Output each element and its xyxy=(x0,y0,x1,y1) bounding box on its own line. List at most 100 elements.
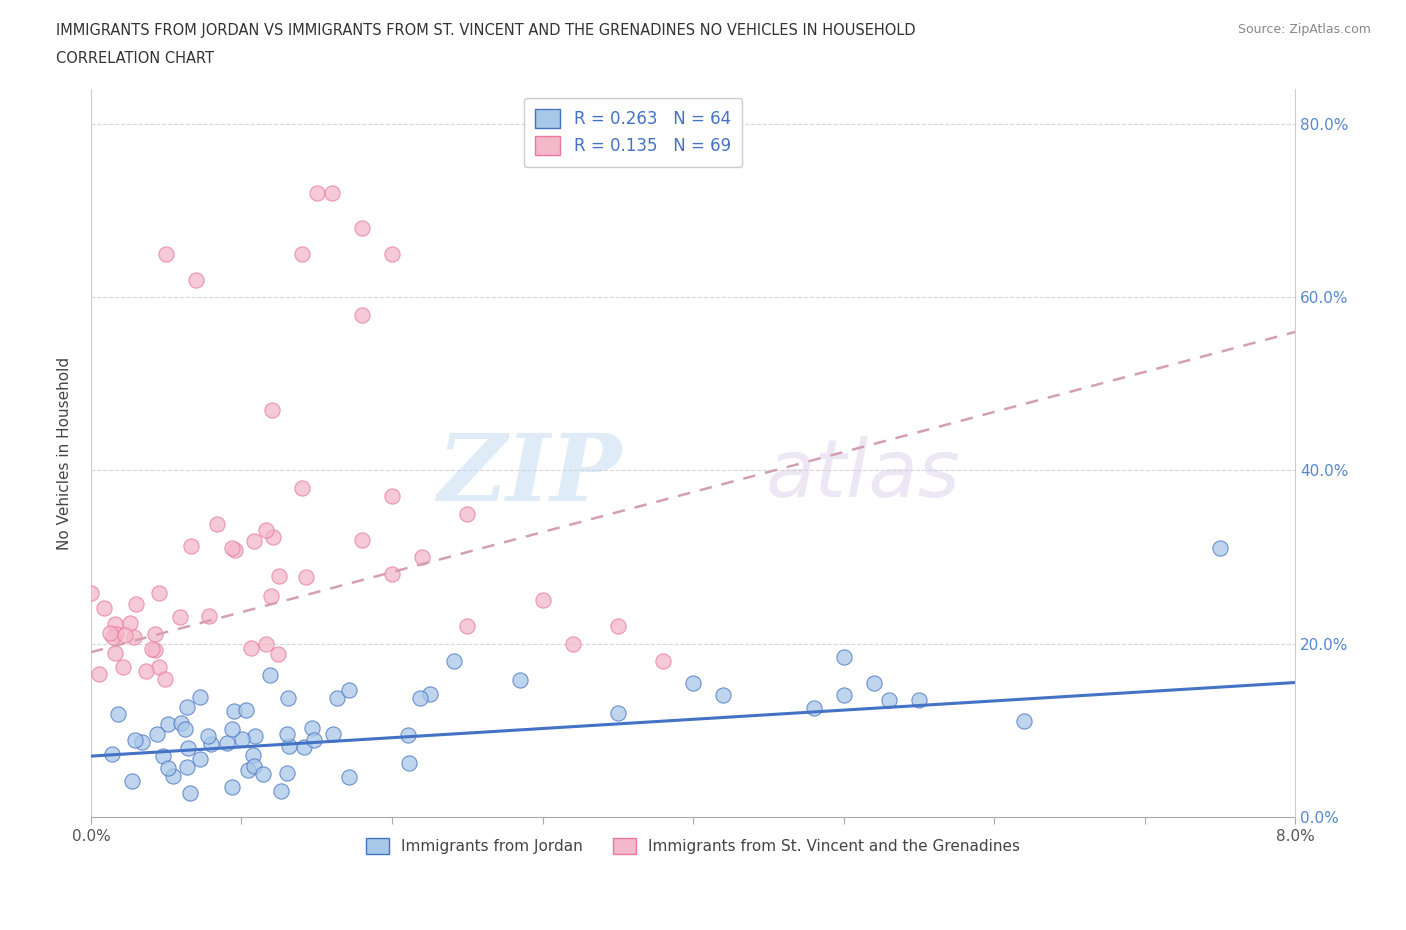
Point xyxy=(221,722,243,737)
Point xyxy=(169,610,191,625)
Point xyxy=(238,763,260,777)
Point xyxy=(1014,714,1036,729)
Point xyxy=(188,689,211,704)
Point xyxy=(267,646,290,661)
Point xyxy=(80,585,103,600)
Point xyxy=(143,643,166,658)
Point xyxy=(188,751,211,766)
Point xyxy=(93,601,115,616)
Point xyxy=(221,541,243,556)
Point xyxy=(803,701,825,716)
Point xyxy=(98,626,121,641)
Point xyxy=(125,597,148,612)
Text: CORRELATION CHART: CORRELATION CHART xyxy=(56,51,214,66)
Point xyxy=(176,760,198,775)
Point xyxy=(112,660,135,675)
Point xyxy=(217,736,239,751)
Point xyxy=(205,517,228,532)
Point xyxy=(221,780,243,795)
Point xyxy=(350,532,373,547)
Point xyxy=(105,627,128,642)
Point xyxy=(276,766,298,781)
Point xyxy=(509,672,531,687)
Point xyxy=(114,627,136,642)
Point xyxy=(124,630,146,644)
Point xyxy=(291,246,314,261)
Text: Source: ZipAtlas.com: Source: ZipAtlas.com xyxy=(1237,23,1371,36)
Point xyxy=(124,733,146,748)
Point xyxy=(456,506,478,521)
Point xyxy=(157,761,180,776)
Point xyxy=(682,675,704,690)
Point xyxy=(101,630,124,644)
Point xyxy=(396,727,419,742)
Point xyxy=(877,692,900,707)
Point xyxy=(1209,541,1232,556)
Point xyxy=(381,489,404,504)
Point xyxy=(606,705,628,720)
Y-axis label: No Vehicles in Household: No Vehicles in Household xyxy=(58,356,72,550)
Point xyxy=(832,688,855,703)
Point xyxy=(121,774,143,789)
Point xyxy=(162,768,184,783)
Point xyxy=(243,758,266,773)
Point xyxy=(179,786,201,801)
Point xyxy=(174,721,197,736)
Point xyxy=(276,726,298,741)
Point xyxy=(146,726,169,741)
Point xyxy=(107,706,129,721)
Point xyxy=(908,692,931,707)
Point xyxy=(277,739,299,754)
Point xyxy=(350,307,373,322)
Point xyxy=(243,728,266,743)
Point xyxy=(321,186,343,201)
Point xyxy=(224,542,246,557)
Point xyxy=(270,783,292,798)
Point xyxy=(337,769,360,784)
Point xyxy=(305,186,328,201)
Point xyxy=(224,704,246,719)
Point xyxy=(863,675,886,690)
Point xyxy=(606,618,628,633)
Point xyxy=(141,642,163,657)
Point xyxy=(291,480,314,495)
Point xyxy=(104,645,127,660)
Point xyxy=(832,649,855,664)
Point xyxy=(652,654,675,669)
Point xyxy=(260,589,283,604)
Point xyxy=(131,735,153,750)
Point xyxy=(531,592,554,607)
Point xyxy=(252,766,274,781)
Point xyxy=(419,687,441,702)
Point xyxy=(148,586,170,601)
Point xyxy=(231,731,253,746)
Point xyxy=(170,715,193,730)
Point xyxy=(87,667,110,682)
Point xyxy=(711,688,734,703)
Point xyxy=(186,272,208,287)
Point xyxy=(456,618,478,633)
Point xyxy=(197,728,219,743)
Point xyxy=(409,691,432,706)
Point xyxy=(135,664,157,679)
Point xyxy=(148,659,170,674)
Point xyxy=(350,220,373,235)
Point xyxy=(322,726,344,741)
Point xyxy=(302,733,325,748)
Point xyxy=(177,740,200,755)
Point xyxy=(100,747,122,762)
Point xyxy=(337,683,360,698)
Text: atlas: atlas xyxy=(765,436,960,514)
Point xyxy=(118,616,141,631)
Point xyxy=(381,246,404,261)
Point xyxy=(240,641,263,656)
Point xyxy=(180,538,202,553)
Point xyxy=(301,721,323,736)
Point xyxy=(295,570,318,585)
Point xyxy=(157,716,180,731)
Point xyxy=(326,691,349,706)
Point xyxy=(104,617,127,631)
Text: ZIP: ZIP xyxy=(437,430,621,520)
Point xyxy=(176,699,198,714)
Point xyxy=(260,403,283,418)
